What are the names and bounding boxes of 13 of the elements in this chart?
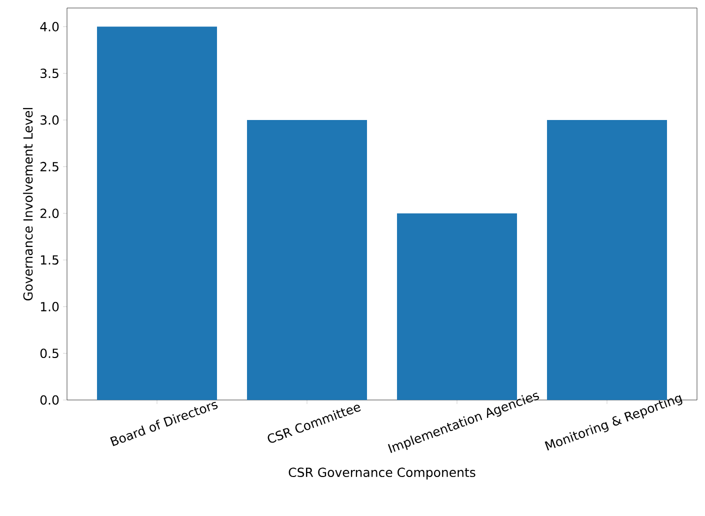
y-axis-title: Governance Involvement Level xyxy=(23,108,33,300)
y-tick-label: 3.0 xyxy=(40,115,59,125)
bar xyxy=(247,120,367,400)
y-tick-label: 0.0 xyxy=(40,395,59,405)
y-tick-label: 2.0 xyxy=(40,208,59,218)
y-tick-label: 0.5 xyxy=(40,348,58,358)
y-tick-label: 4.0 xyxy=(40,22,59,32)
y-tick-label: 1.0 xyxy=(40,302,59,312)
y-tick-label: 2.5 xyxy=(40,162,58,172)
x-axis-title: CSR Governance Components xyxy=(288,468,476,480)
bar xyxy=(97,26,218,400)
y-tick-label: 3.5 xyxy=(40,68,58,78)
y-tick-label: 1.5 xyxy=(40,255,58,265)
